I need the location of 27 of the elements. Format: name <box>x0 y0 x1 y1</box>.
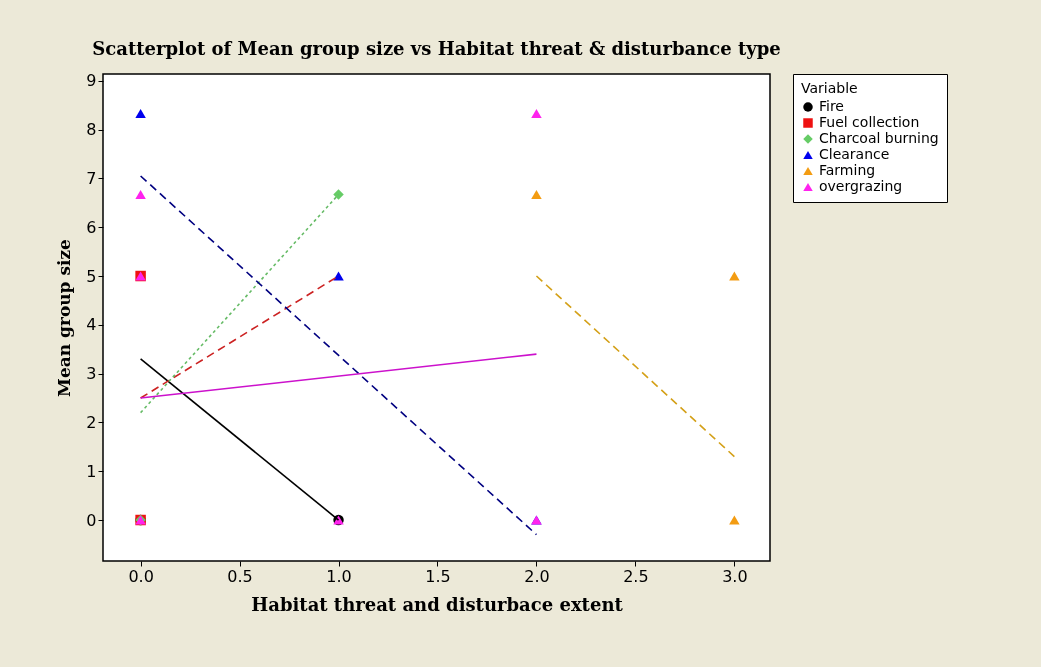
y-tick-label: 1 <box>86 461 97 481</box>
y-tick-label: 7 <box>86 168 97 188</box>
y-tick-label: 0 <box>86 510 97 530</box>
x-tick-label: 1.5 <box>425 566 451 586</box>
y-tick-label: 4 <box>86 315 97 335</box>
y-tick-label: 6 <box>86 217 97 237</box>
y-tick-label: 2 <box>86 412 97 432</box>
legend-label: Fire <box>819 98 844 114</box>
y-tick-label: 3 <box>86 364 97 384</box>
y-tick-label: 8 <box>86 120 97 140</box>
x-tick-label: 3.0 <box>722 566 748 586</box>
legend-label: Clearance <box>819 146 890 162</box>
x-axis-title: Habitat threat and disturbace extent <box>251 593 624 615</box>
y-axis-title: Mean group size <box>54 238 75 397</box>
legend-label: overgrazing <box>819 178 903 194</box>
legend-title: Variable <box>801 80 858 96</box>
chart-title: Scatterplot of Mean group size vs Habitat threat & disturbance type <box>92 37 781 59</box>
y-tick-label: 5 <box>86 266 97 286</box>
y-tick-label: 9 <box>86 71 97 91</box>
legend-label: Farming <box>819 162 876 178</box>
x-tick-label: 0.5 <box>227 566 253 586</box>
x-tick-label: 1.0 <box>326 566 352 586</box>
x-tick-label: 2.0 <box>524 566 550 586</box>
x-tick-label: 0.0 <box>128 566 154 586</box>
legend-label: Fuel collection <box>819 114 920 130</box>
legend-label: Charcoal burning <box>819 130 939 146</box>
x-tick-label: 2.5 <box>623 566 649 586</box>
